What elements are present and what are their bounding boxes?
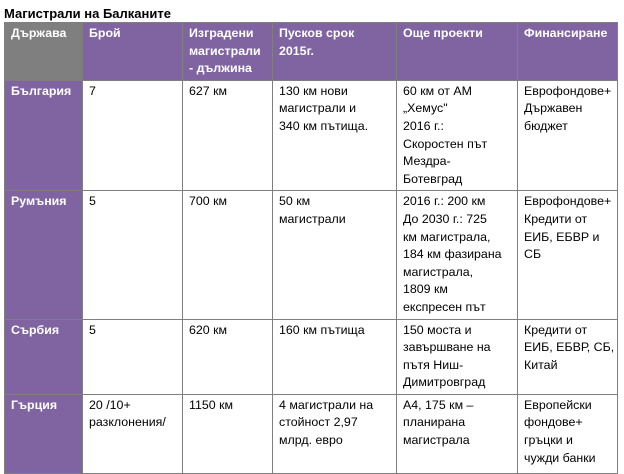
header-count: Брой [82,22,183,81]
cell-line: 2016 г.: [403,118,444,133]
cell-count: 5 [82,190,183,320]
cell-country: България [4,79,83,192]
cell-line: ЕИБ, ЕБВР и [524,229,600,244]
cell-line: Скоростен път [403,136,488,151]
cell-line: разклонения/ [89,415,166,430]
cell-line: Кредити от [524,322,588,337]
table-row: България 7 627 км 130 км нови магистрали и 34… [4,79,618,192]
table-row: Румъния 5 700 км 50 км магистрали 2016 г.: 20… [4,190,618,320]
cell-built: 627 км [182,79,273,192]
cell-line: А4, 175 км – [403,397,474,412]
table-row: Гърция 20 /10+ разклонения/1150 км 4 магист… [4,393,618,474]
cell-line: чужди банки [524,450,596,465]
cell-line: фондове+ [524,415,583,430]
header-row: Държава Брой Изградени магистрали - дълж… [4,22,618,81]
cell-line: 130 км нови [279,83,348,98]
header-built: Изградени магистрали - дължина [182,22,273,81]
header-line: Брой [89,26,121,40]
table-row: Сърбия 5 620 км 160 км пътища 150 моста и зав… [4,318,618,395]
cell-line: „Хемус" [403,101,448,116]
cell-projects: 150 моста и завършване на пътя Ниш- Димитро… [396,318,518,395]
header-country: Държава [4,22,83,81]
cell-deadline: 4 магистрали на стойност 2,97 млрд. евро [272,393,397,474]
header-line: магистрали [189,43,261,58]
cell-line: Китай [524,357,558,372]
cell-deadline: 160 км пътища [272,318,397,395]
cell-line: експресен път [403,299,486,314]
cell-line: 1809 км [403,282,448,297]
cell-line: 7 [89,83,96,98]
cell-built: 620 км [182,318,273,395]
cell-line: До 2030 г.: 725 [403,211,487,226]
cell-line: магистрала, [403,264,474,279]
cell-line: 340 км пътища. [279,118,369,133]
cell-line: 50 км [279,194,311,209]
header-line: Още проекти [403,26,483,40]
header-line: Държава [11,26,67,40]
header-line: Финансиране [524,26,608,40]
cell-deadline: 130 км нови магистрали и 340 км пътища. [272,79,397,192]
cell-country: Гърция [4,393,83,474]
cell-line: 700 км [189,194,228,209]
table-title: Магистрали на Балканите [4,6,171,21]
cell-deadline: 50 км магистрали [272,190,397,320]
cell-country: Румъния [4,190,83,320]
cell-line: Кредити от [524,211,588,226]
cell-line: 2016 г.: 200 км [403,194,486,209]
cell-line: пътя Ниш- [403,357,464,372]
highways-table: Държава Брой Изградени магистрали - дълж… [4,22,618,474]
cell-line: ЕИБ, ЕБВР, СБ, [524,340,615,355]
cell-line: гръцки и [524,433,573,448]
cell-line: 184 км фазирана [403,247,502,262]
cell-funding: Европейски фондове+ гръцки и чужди банки [517,393,618,474]
cell-line: бюджет [524,118,568,133]
cell-count: 5 [82,318,183,395]
cell-line: магистрали [279,211,346,226]
cell-line: Еврофондове+ [524,194,612,209]
cell-line: 5 [89,194,96,209]
cell-projects: 60 км от АМ „Хемус" 2016 г.: Скоростен път М… [396,79,518,192]
cell-line: СБ [524,247,542,262]
cell-line: 160 км пътища [279,322,365,337]
cell-funding: Еврофондове+ Кредити от ЕИБ, ЕБВР и СБ [517,190,618,320]
cell-line: 620 км [189,322,228,337]
cell-line: Държавен [524,101,583,116]
cell-line: завършване на [403,340,491,355]
cell-line: Димитровград [403,375,486,390]
cell-line: 150 моста и [403,322,472,337]
header-funding: Финансиране [517,22,618,81]
cell-line: 60 км от АМ [403,83,472,98]
cell-line: 1150 км [189,397,234,412]
header-line: - дължина [189,61,252,76]
cell-line: магистрала [403,433,470,448]
cell-projects: 2016 г.: 200 км До 2030 г.: 725 км магистр… [396,190,518,320]
header-line: 2015г. [279,43,314,58]
cell-line: 4 магистрали на [279,397,374,412]
cell-line: млрд. евро [279,433,343,448]
header-line: Пусков срок [279,26,355,40]
cell-line: км магистрала, [403,229,491,244]
cell-funding: Еврофондове+ Държавен бюджет [517,79,618,192]
cell-built: 1150 км [182,393,273,474]
cell-line: 20 /10+ [89,397,131,412]
cell-country: Сърбия [4,318,83,395]
cell-line: Еврофондове+ [524,83,612,98]
cell-built: 700 км [182,190,273,320]
header-deadline: Пусков срок 2015г. [272,22,397,81]
cell-line: магистрали и [279,101,357,116]
cell-projects: А4, 175 км – планирана магистрала [396,393,518,474]
cell-line: 5 [89,322,96,337]
cell-line: Ботевград [403,171,463,186]
cell-line: 627 км [189,83,228,98]
cell-line: Европейски [524,397,592,412]
cell-line: стойност 2,97 [279,415,358,430]
cell-count: 7 [82,79,183,192]
cell-funding: Кредити от ЕИБ, ЕБВР, СБ, Китай [517,318,618,395]
cell-count: 20 /10+ разклонения/ [82,393,183,474]
header-line: Изградени [189,26,254,40]
header-projects: Още проекти [396,22,518,81]
cell-line: планирана [403,415,466,430]
cell-line: Мездра- [403,154,451,169]
